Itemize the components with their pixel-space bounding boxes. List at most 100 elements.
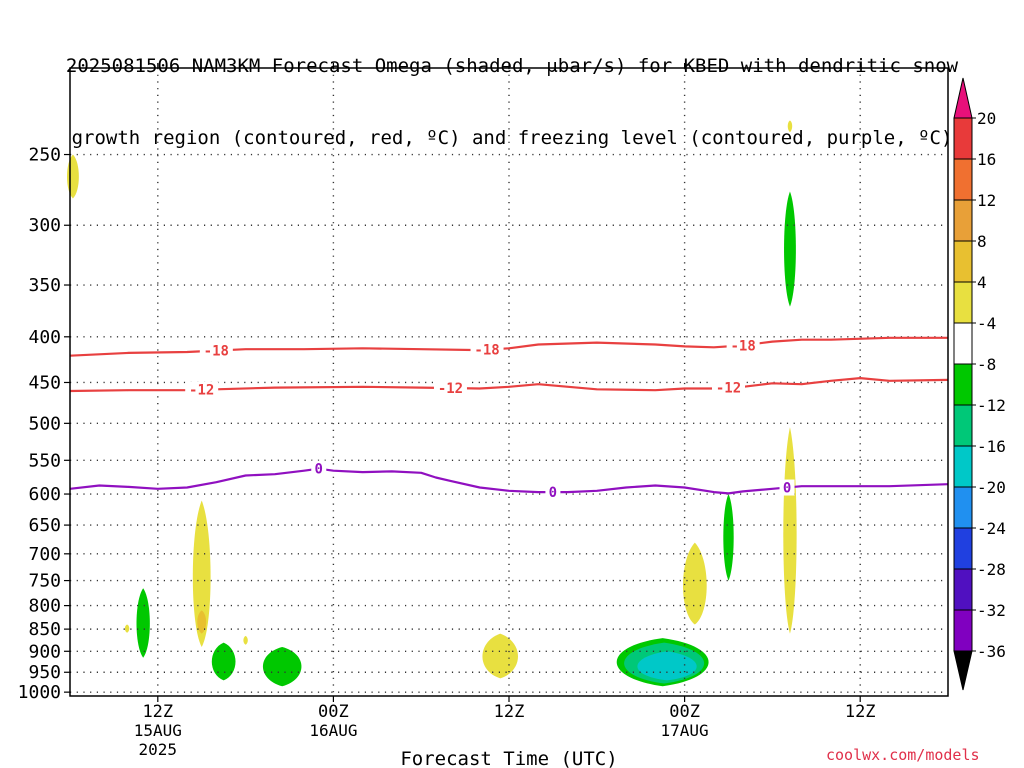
contour-label-bg-0-2 bbox=[726, 337, 760, 354]
chart-title: 2025081506 NAM3KM Forecast Omega (shaded… bbox=[0, 6, 1024, 174]
y-tick-label-550: 550 bbox=[28, 450, 61, 471]
x-tick-date-3: 17AUG bbox=[661, 721, 709, 740]
y-axis: 2503003504004505005506006507007508008509… bbox=[18, 145, 70, 703]
x-tick-label-1: 00Z bbox=[318, 702, 349, 722]
omega-region-2 bbox=[784, 191, 796, 307]
contour-label-2-2: 0 bbox=[783, 481, 791, 497]
omega-region-10 bbox=[243, 635, 248, 645]
x-tick-date-0: 15AUG bbox=[134, 721, 182, 740]
y-tick-label-800: 800 bbox=[28, 596, 61, 617]
colorbar-label-1: 16 bbox=[977, 150, 996, 169]
contour-label-1-0: -12 bbox=[189, 383, 214, 399]
contour-label-bg-2-1 bbox=[545, 484, 561, 501]
omega-region-16 bbox=[637, 651, 697, 681]
colorbar-bin-3 bbox=[953, 240, 973, 283]
colorbar-bin-1 bbox=[953, 158, 973, 201]
y-tick-label-400: 400 bbox=[28, 327, 61, 348]
colorbar-label-10: -24 bbox=[977, 519, 1006, 538]
omega-region-0 bbox=[67, 154, 79, 199]
y-tick-label-300: 300 bbox=[28, 215, 61, 236]
colorbar-bin-0 bbox=[953, 117, 973, 160]
y-tick-label-350: 350 bbox=[28, 275, 61, 296]
x-tick-label-4: 12Z bbox=[845, 702, 876, 722]
y-tick-label-950: 950 bbox=[28, 662, 61, 683]
x-tick-date-1: 16AUG bbox=[309, 721, 357, 740]
contour-label-bg-1-0 bbox=[185, 381, 219, 398]
colorbar-bin-10 bbox=[953, 527, 973, 570]
contour-label-bg-2-0 bbox=[311, 460, 327, 477]
watermark: coolwx.com/models bbox=[826, 746, 980, 764]
x-tick-label-3: 00Z bbox=[669, 702, 700, 722]
omega-region-11 bbox=[211, 642, 236, 681]
y-tick-label-650: 650 bbox=[28, 515, 61, 536]
contour-label-1-1: -12 bbox=[438, 381, 463, 397]
y-tick-label-850: 850 bbox=[28, 619, 61, 640]
pressure-gridlines bbox=[70, 68, 948, 696]
colorbar-arrow-bottom bbox=[953, 650, 973, 691]
colorbar-bin-7 bbox=[953, 404, 973, 447]
colorbar-label-0: 20 bbox=[977, 109, 996, 128]
contour-label-bg-1-2 bbox=[712, 379, 745, 396]
y-tick-label-600: 600 bbox=[28, 484, 61, 505]
contour-label-bg-0-1 bbox=[470, 341, 504, 358]
colorbar: 20 16 12 8 4 -4 -8 -12 -16 -20 -24 -28 -32 -36 bbox=[953, 77, 1006, 691]
colorbar-label-12: -32 bbox=[977, 601, 1006, 620]
colorbar-bin-5 bbox=[953, 322, 973, 365]
colorbar-label-8: -16 bbox=[977, 437, 1006, 456]
contour-line-1 bbox=[69, 377, 949, 393]
chart-title-line2: growth region (contoured, red, ºC) and f… bbox=[71, 127, 953, 149]
omega-region-6 bbox=[136, 588, 150, 658]
y-tick-label-250: 250 bbox=[28, 145, 61, 166]
contour-label-2-0: 0 bbox=[315, 462, 323, 478]
colorbar-label-11: -28 bbox=[977, 560, 1006, 579]
omega-region-12 bbox=[262, 646, 302, 687]
omega-shading-layer bbox=[67, 120, 797, 687]
colorbar-bin-12 bbox=[953, 609, 973, 652]
contour-label-bg-1-1 bbox=[433, 380, 467, 397]
colorbar-label-3: 8 bbox=[977, 232, 987, 251]
colorbar-bin-11 bbox=[953, 568, 973, 611]
colorbar-bin-2 bbox=[953, 199, 973, 242]
contour-label-1-2: -12 bbox=[716, 381, 741, 397]
y-tick-label-1000: 1000 bbox=[18, 682, 61, 703]
x-tick-year-0: 2025 bbox=[139, 740, 178, 759]
colorbar-bin-9 bbox=[953, 486, 973, 529]
omega-region-5 bbox=[682, 542, 707, 625]
colorbar-bin-4 bbox=[953, 281, 973, 324]
y-tick-label-900: 900 bbox=[28, 641, 61, 662]
contour-label-bg-2-2 bbox=[779, 479, 795, 496]
contour-label-0-2: -18 bbox=[730, 338, 755, 354]
colorbar-bin-6 bbox=[953, 363, 973, 406]
colorbar-label-5: -4 bbox=[977, 314, 996, 333]
y-tick-label-700: 700 bbox=[28, 544, 61, 565]
colorbar-label-6: -8 bbox=[977, 355, 996, 374]
contour-label-bg-0-0 bbox=[199, 342, 233, 359]
colorbar-label-7: -12 bbox=[977, 396, 1006, 415]
colorbar-arrow-top bbox=[953, 77, 973, 119]
colorbar-label-13: -36 bbox=[977, 642, 1006, 661]
contour-label-0-1: -18 bbox=[474, 343, 499, 359]
chart-title-line1: 2025081506 NAM3KM Forecast Omega (shaded… bbox=[65, 55, 959, 77]
colorbar-label-2: 12 bbox=[977, 191, 996, 210]
omega-region-4 bbox=[723, 494, 734, 581]
y-tick-label-450: 450 bbox=[28, 372, 61, 393]
omega-region-3 bbox=[783, 427, 797, 634]
colorbar-label-9: -20 bbox=[977, 478, 1006, 497]
omega-region-9 bbox=[197, 610, 207, 634]
x-tick-label-0: 12Z bbox=[142, 702, 173, 722]
contour-label-0-0: -18 bbox=[204, 344, 229, 360]
omega-region-1 bbox=[787, 120, 793, 133]
omega-region-7 bbox=[124, 624, 130, 633]
contour-layer: -18 -18 -18 -12 -12 -12 0 0 0 bbox=[69, 336, 949, 501]
contour-line-0 bbox=[69, 336, 948, 357]
omega-region-8 bbox=[192, 500, 211, 647]
contour-label-2-1: 0 bbox=[549, 485, 557, 501]
colorbar-label-4: 4 bbox=[977, 273, 987, 292]
y-tick-label-750: 750 bbox=[28, 571, 61, 592]
y-tick-label-500: 500 bbox=[28, 413, 61, 434]
x-tick-label-2: 12Z bbox=[494, 702, 525, 722]
colorbar-bin-8 bbox=[953, 445, 973, 488]
x-axis-label: Forecast Time (UTC) bbox=[400, 748, 617, 768]
